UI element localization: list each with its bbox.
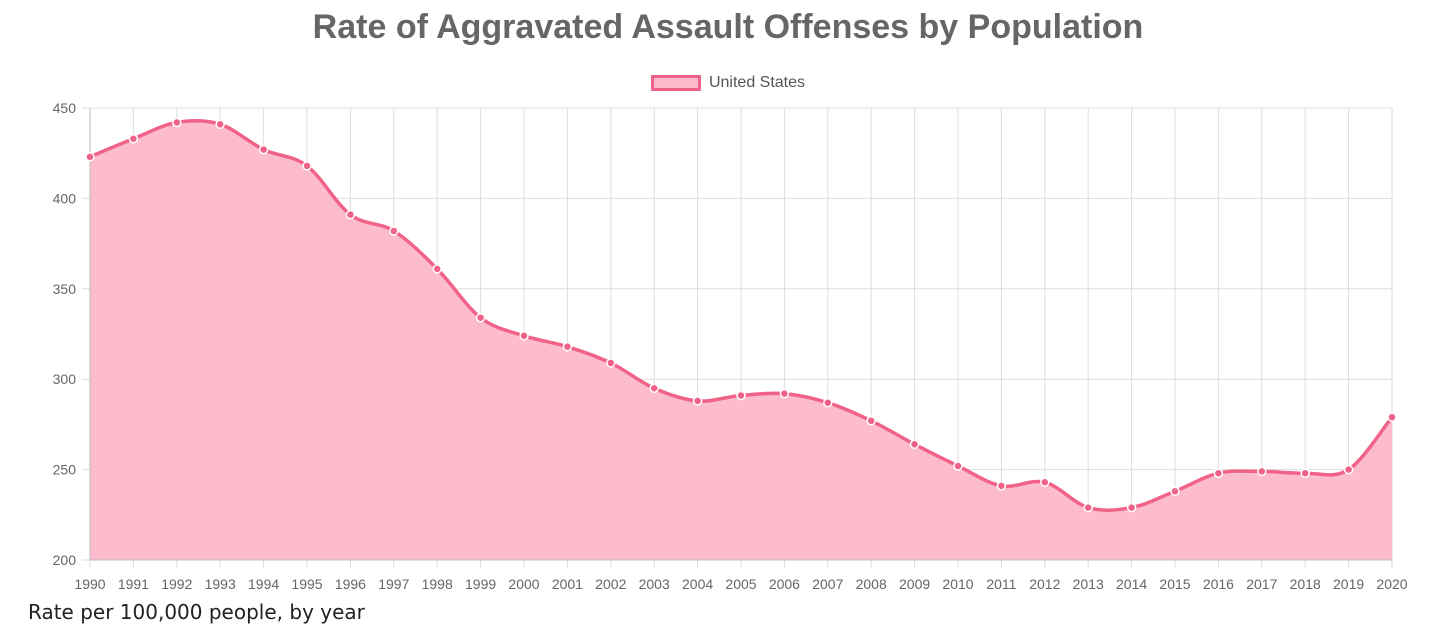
x-tick-label: 2019 <box>1333 576 1364 592</box>
y-tick-label: 450 <box>53 100 77 116</box>
data-point[interactable] <box>649 383 659 393</box>
data-point[interactable] <box>1083 502 1093 513</box>
data-point[interactable] <box>432 264 442 274</box>
legend-swatch <box>650 75 701 91</box>
x-tick-label: 2002 <box>595 576 626 592</box>
data-point[interactable] <box>1300 468 1310 478</box>
x-tick-label: 2001 <box>552 576 583 592</box>
y-tick-label: 300 <box>53 371 77 387</box>
x-tick-label: 2010 <box>942 576 973 592</box>
x-tick-label: 1993 <box>205 576 236 592</box>
chart-title: Rate of Aggravated Assault Offenses by P… <box>312 8 1144 46</box>
x-tick-label: 2011 <box>986 576 1016 592</box>
x-tick-label: 1998 <box>422 576 453 592</box>
data-point[interactable] <box>475 312 486 323</box>
data-point[interactable] <box>1213 468 1224 478</box>
x-tick-label: 2020 <box>1376 576 1407 592</box>
y-tick-label: 350 <box>53 281 77 297</box>
data-point[interactable] <box>1040 477 1050 488</box>
data-point[interactable] <box>1126 502 1137 513</box>
data-point[interactable] <box>779 388 790 399</box>
y-tick-label: 250 <box>53 462 77 478</box>
data-point[interactable] <box>562 341 573 352</box>
x-tick-label: 2015 <box>1159 576 1190 592</box>
tick-labels: 200 250 300 350 400 450 1990 1991 1992 1993 1994 19… <box>53 100 1408 592</box>
data-point[interactable] <box>823 397 833 408</box>
y-tick-label: 200 <box>53 552 77 568</box>
x-tick-label: 2013 <box>1073 576 1104 592</box>
x-tick-label: 2004 <box>682 576 713 592</box>
data-point[interactable] <box>215 119 225 130</box>
x-tick-label: 2009 <box>899 576 930 592</box>
data-point[interactable] <box>1387 412 1397 422</box>
data-point[interactable] <box>345 209 356 220</box>
x-tick-label: 1990 <box>74 576 105 592</box>
data-point[interactable] <box>909 439 920 450</box>
x-tick-label: 1996 <box>335 576 366 592</box>
x-tick-label: 1997 <box>378 576 409 592</box>
x-tick-label: 1994 <box>248 576 279 592</box>
data-point[interactable] <box>302 161 312 171</box>
data-point[interactable] <box>172 117 182 128</box>
x-tick-label: 2012 <box>1029 576 1060 592</box>
data-points <box>85 117 1397 513</box>
x-tick-label: 2007 <box>812 576 843 592</box>
x-tick-label: 2006 <box>769 576 800 592</box>
data-point[interactable] <box>1170 486 1180 497</box>
x-tick-label: 2008 <box>856 576 887 592</box>
data-point[interactable] <box>519 331 529 341</box>
data-point[interactable] <box>953 461 963 471</box>
data-point[interactable] <box>606 358 616 368</box>
data-point[interactable] <box>128 133 139 144</box>
data-point[interactable] <box>692 396 703 406</box>
x-tick-label: 2016 <box>1203 576 1234 592</box>
data-point[interactable] <box>85 152 95 162</box>
data-point[interactable] <box>1257 466 1267 477</box>
chart-caption: Rate per 100,000 people, by year <box>28 600 365 624</box>
legend-label-united-states: United States <box>708 74 806 91</box>
x-tick-label: 1995 <box>291 576 322 592</box>
legend[interactable]: United States <box>0 74 1456 92</box>
x-tick-label: 2005 <box>725 576 756 592</box>
x-tick-label: 2003 <box>639 576 670 592</box>
data-point[interactable] <box>258 144 269 155</box>
data-point[interactable] <box>996 481 1007 491</box>
data-point[interactable] <box>866 416 876 426</box>
data-point[interactable] <box>389 226 399 236</box>
x-tick-label: 1999 <box>465 576 496 592</box>
data-point[interactable] <box>736 390 746 401</box>
x-tick-label: 2018 <box>1290 576 1321 592</box>
x-tick-label: 2000 <box>508 576 539 592</box>
data-point[interactable] <box>1343 464 1354 475</box>
x-tick-label: 2017 <box>1246 576 1277 592</box>
y-tick-label: 400 <box>53 190 77 206</box>
series-area-united-states <box>90 120 1392 560</box>
axes <box>89 108 1392 561</box>
x-tick-label: 1992 <box>161 576 192 592</box>
x-tick-label: 2014 <box>1116 576 1147 592</box>
x-tick-label: 1991 <box>118 576 149 592</box>
